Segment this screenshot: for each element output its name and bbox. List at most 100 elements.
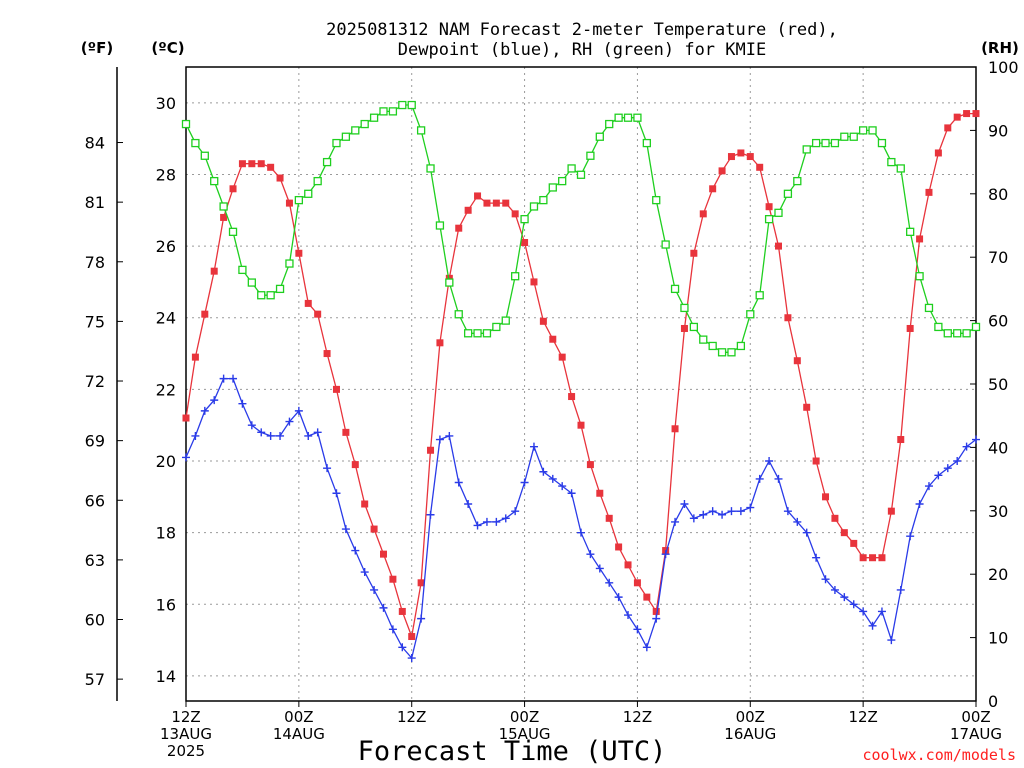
rh-tick-label: 20 (988, 565, 1008, 584)
rh-point (435, 221, 445, 230)
credit-link[interactable]: coolwx.com/models (862, 746, 1016, 764)
temperature-point (285, 199, 293, 207)
temperature-point (737, 149, 745, 157)
rh-point (680, 303, 689, 313)
fahrenheit-tick-label: 57 (85, 670, 105, 689)
temperature-point (718, 167, 726, 175)
temperature-point (633, 579, 641, 587)
rh-tick-label: 30 (988, 502, 1008, 521)
x-tick-label: 15AUG (499, 725, 551, 743)
temperature-point (201, 310, 209, 318)
rh-point (708, 341, 717, 351)
rh-tick-label: 100 (988, 58, 1019, 77)
temperature-point (850, 539, 858, 547)
rh-point (614, 113, 623, 122)
temperature-point (492, 199, 500, 207)
dewpoint-point (661, 550, 670, 559)
celsius-tick-label: 14 (156, 667, 176, 686)
rh-point (971, 322, 981, 332)
rh-tick-label: 10 (988, 629, 1008, 648)
axes (116, 66, 977, 707)
rh-point (906, 227, 915, 236)
x-tick-label: 12Z (397, 708, 426, 726)
dewpoint-point (774, 474, 783, 483)
dewpoint-point (294, 406, 303, 415)
rh-tick-label: 40 (988, 438, 1008, 457)
temperature-point (605, 514, 613, 522)
temperature-point (765, 203, 773, 211)
x-tick-label: 00Z (961, 708, 990, 726)
temperature-point (295, 249, 303, 257)
rh-tick-label: 60 (988, 312, 1008, 331)
fahrenheit-tick-label: 63 (85, 551, 105, 570)
dewpoint-point (614, 593, 623, 602)
rh-point (783, 189, 793, 198)
rh-tick-label: 0 (988, 692, 998, 711)
rh-point (454, 310, 463, 319)
temperature-point (784, 314, 792, 322)
rh-point (934, 322, 943, 332)
dewpoint-point (511, 507, 520, 516)
rh-point (360, 119, 369, 129)
rh-point (398, 100, 407, 110)
rh-point (247, 278, 256, 287)
temperature-point (182, 414, 190, 422)
rh-point (332, 138, 341, 148)
rh-point (924, 303, 934, 313)
dewpoint-point (464, 499, 473, 508)
x-tick-label: 00Z (736, 708, 765, 726)
temperature-point (539, 317, 547, 325)
temperature-point (690, 249, 698, 257)
temperature-point (643, 593, 651, 601)
plot-frame (185, 66, 977, 702)
dewpoint-point (360, 568, 369, 577)
dewpoint-point (247, 421, 256, 430)
dewpoint-point (868, 621, 877, 630)
dewpoint-point (473, 521, 482, 530)
rh-point (811, 138, 821, 148)
temperature-point (727, 153, 735, 161)
temperature-point (276, 174, 284, 182)
fahrenheit-tick-label: 75 (85, 312, 105, 331)
rh-point (633, 113, 642, 122)
dewpoint-point (238, 399, 247, 408)
temperature-point (455, 224, 463, 232)
temperature-point (812, 457, 820, 465)
dewpoint-point (351, 546, 360, 555)
temperature-point (680, 324, 688, 332)
temperature-point (746, 153, 754, 161)
temperature-point (831, 514, 839, 522)
celsius-tick-label: 22 (156, 380, 176, 399)
temperature-point (652, 607, 660, 615)
rh-point (642, 138, 651, 148)
temperature-point (568, 393, 576, 401)
temperature-point (887, 507, 895, 515)
temperature-point (671, 425, 679, 433)
temperature-point (417, 579, 425, 587)
temperature-point (577, 421, 585, 429)
temperature-point (596, 489, 604, 497)
rh-point (915, 272, 924, 281)
rh-point (736, 341, 746, 351)
temperature-point (238, 160, 246, 168)
data-series (181, 100, 981, 663)
temperature-point (586, 461, 594, 469)
temperature-point (483, 199, 491, 207)
temperature-point (549, 335, 557, 343)
temperature-point (229, 185, 237, 193)
rh-point (840, 132, 849, 141)
temperature-point (351, 461, 359, 469)
rh-point (689, 322, 699, 332)
dewpoint-point (285, 417, 294, 426)
rh-point (294, 195, 304, 205)
rh-point (492, 322, 501, 332)
rh-point (313, 176, 322, 186)
rh-point (821, 138, 830, 148)
dewpoint-point (689, 514, 698, 523)
dewpoint-point (765, 457, 774, 466)
rh-point (746, 310, 755, 319)
rh-point (191, 138, 200, 148)
dewpoint-point (859, 607, 868, 616)
rh-point (548, 183, 557, 192)
dewpoint-point (435, 435, 444, 444)
